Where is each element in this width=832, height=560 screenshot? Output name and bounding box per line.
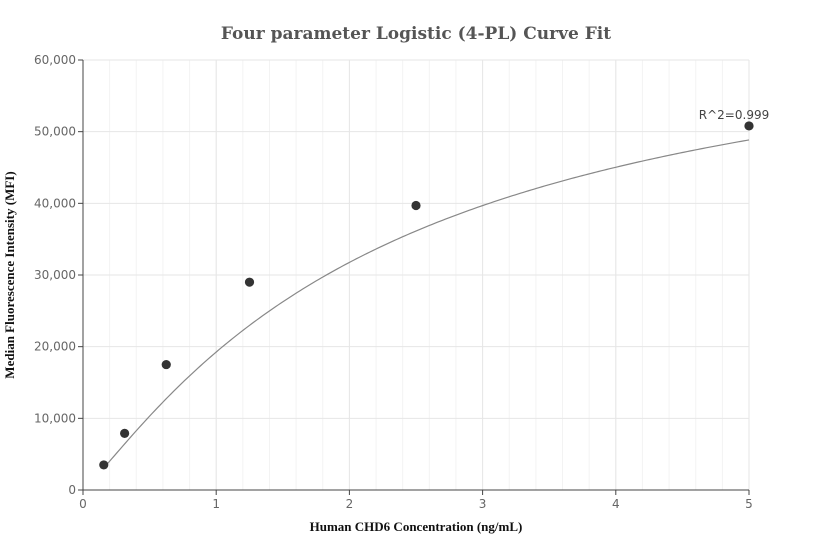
y-tick-label: 30,000 <box>34 268 76 282</box>
y-tick-label: 40,000 <box>34 196 76 210</box>
grid <box>83 59 750 490</box>
x-axis-label: Human CHD6 Concentration (ng/mL) <box>310 519 523 534</box>
x-tick-label: 2 <box>346 497 354 511</box>
y-tick-label: 0 <box>68 483 76 497</box>
data-point <box>244 277 255 287</box>
chart-title: Four parameter Logistic (4-PL) Curve Fit <box>221 24 611 44</box>
data-point <box>120 428 130 438</box>
x-tick-label: 1 <box>212 497 220 511</box>
x-tick-label: 3 <box>479 497 487 511</box>
y-axis-label: Median Fluorescence Intensity (MFI) <box>2 171 17 378</box>
x-tick-label: 0 <box>79 497 87 511</box>
x-tick-label: 4 <box>612 497 620 511</box>
data-point <box>99 460 109 470</box>
y-tick-label: 10,000 <box>34 411 76 425</box>
data-point <box>744 121 754 131</box>
data-point <box>161 359 171 370</box>
r-squared-annotation: R^2=0.999 <box>699 108 769 122</box>
tick-labels: 0 1 2 3 4 5 0 10,000 20,000 30,000 40,000 50,000 60,… <box>34 53 753 511</box>
y-tick-label: 20,000 <box>34 340 76 354</box>
data-points <box>99 121 754 470</box>
data-point <box>411 200 421 211</box>
y-tick-label: 50,000 <box>34 125 76 139</box>
y-tick-label: 60,000 <box>34 53 76 67</box>
x-tick-label: 5 <box>745 497 753 511</box>
fit-curve <box>103 139 750 469</box>
